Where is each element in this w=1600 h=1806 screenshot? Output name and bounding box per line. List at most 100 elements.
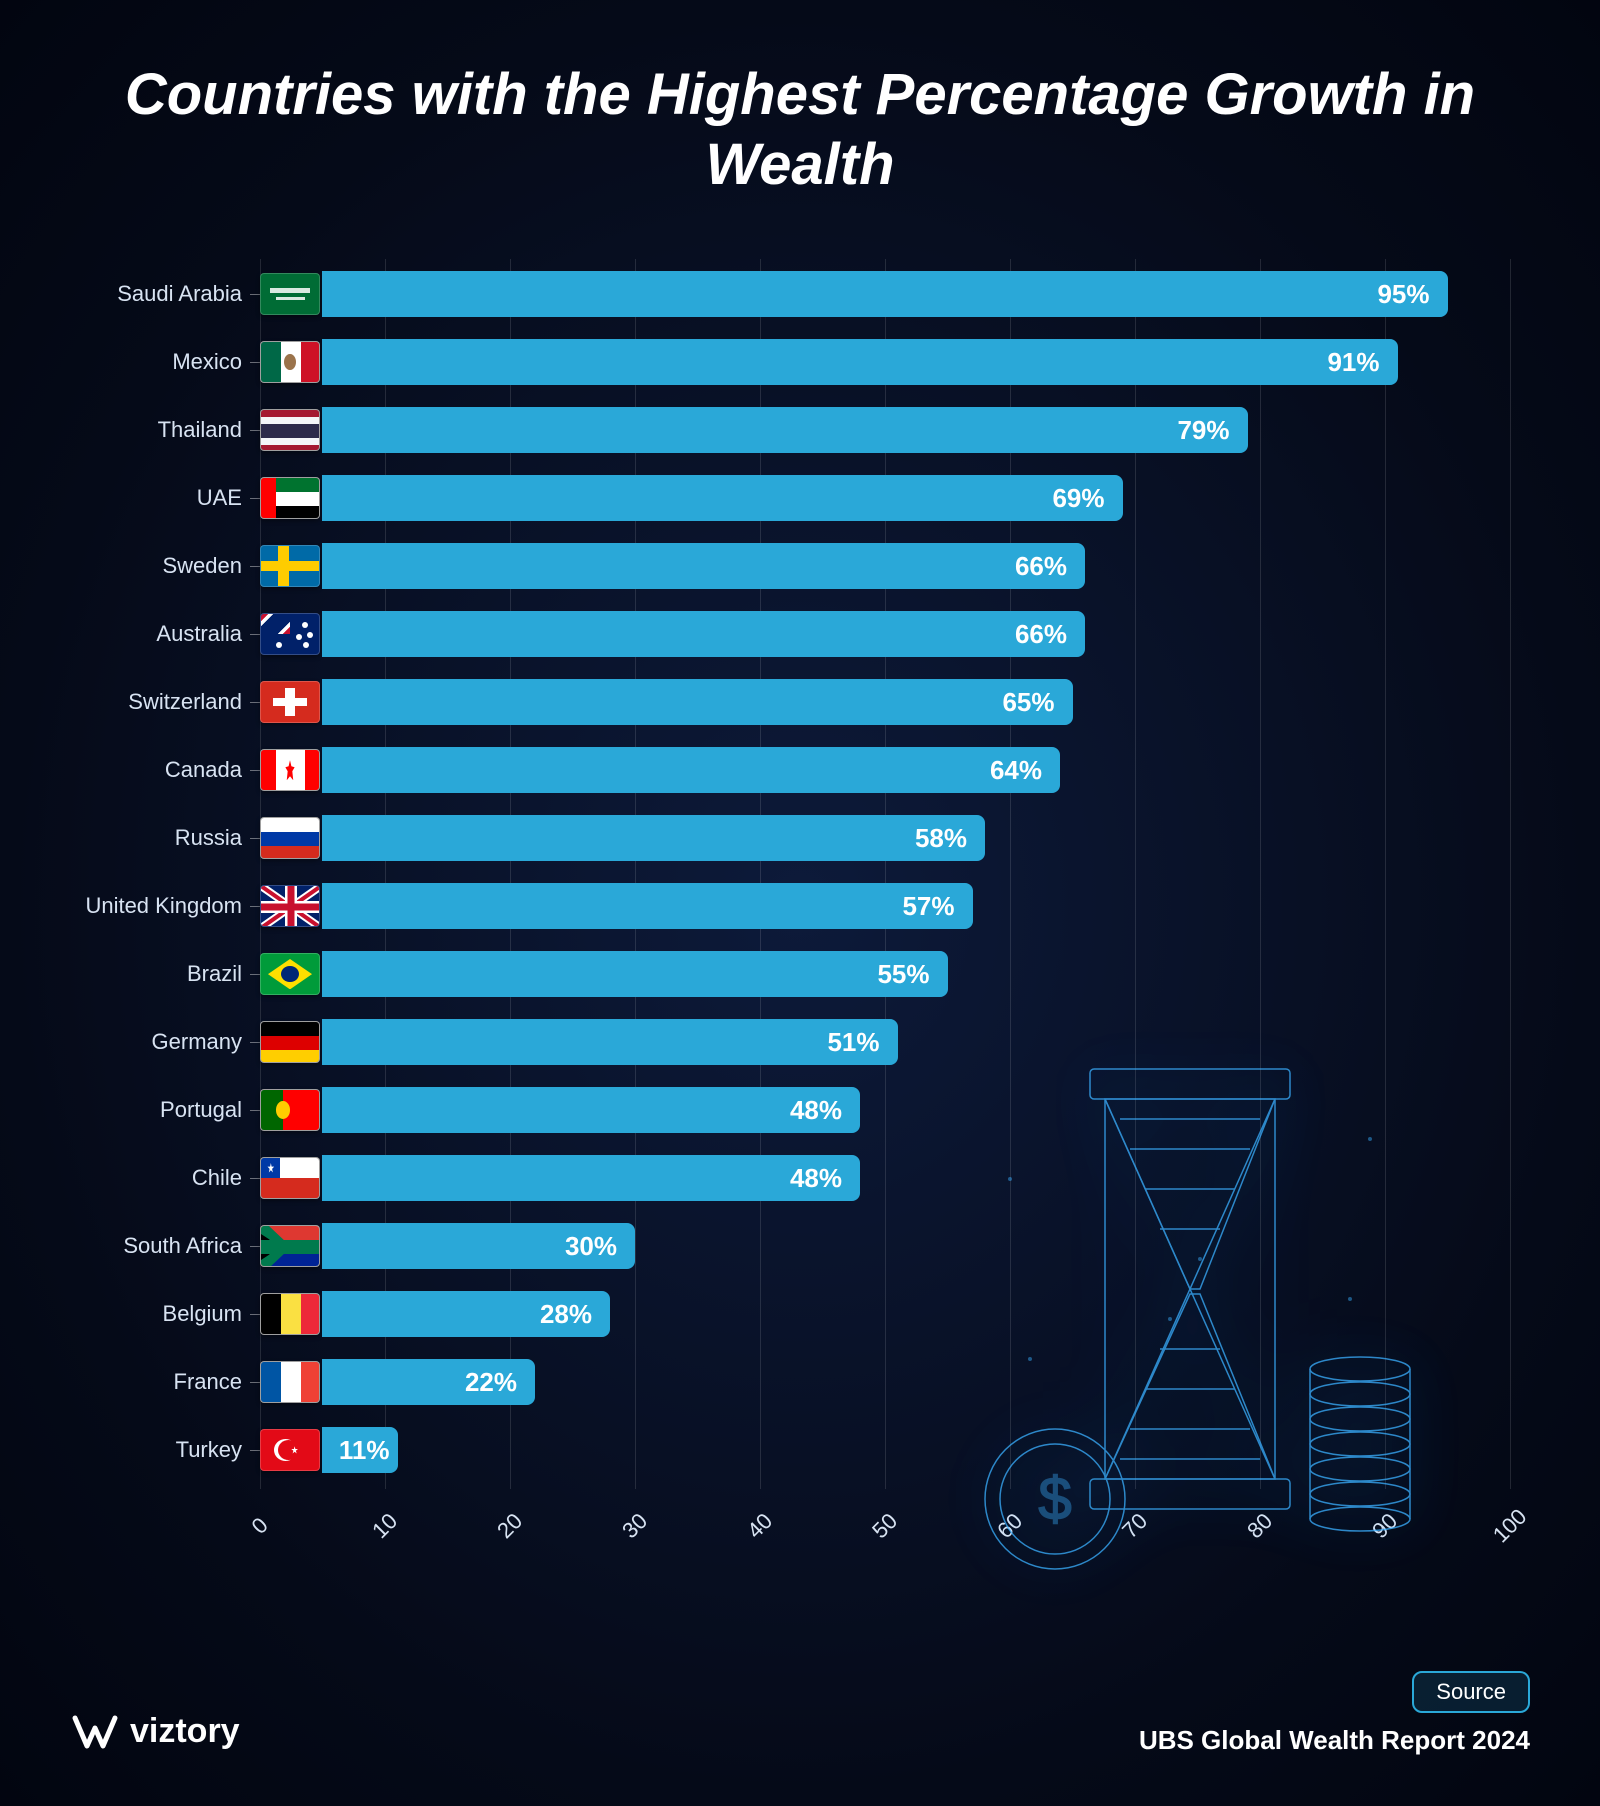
ytick-dash	[250, 1042, 260, 1043]
flag-icon	[260, 1429, 320, 1471]
flag-icon	[260, 477, 320, 519]
bar: 66%	[322, 611, 1085, 657]
flag-icon	[260, 613, 320, 655]
ytick-dash	[250, 294, 260, 295]
ytick-dash	[250, 498, 260, 499]
bar: 58%	[322, 815, 985, 861]
bar-row: South Africa30%	[260, 1223, 1510, 1269]
ytick-dash	[250, 362, 260, 363]
xtick-label: 50	[867, 1508, 903, 1544]
brand-name: viztory	[130, 1712, 240, 1751]
bar-row: Thailand79%	[260, 407, 1510, 453]
footer: viztory Source UBS Global Wealth Report …	[70, 1671, 1530, 1756]
ytick-label: Switzerland	[57, 689, 242, 715]
bar-row: Portugal48%	[260, 1087, 1510, 1133]
bar: 66%	[322, 543, 1085, 589]
ytick-label: Belgium	[57, 1301, 242, 1327]
ytick-dash	[250, 1450, 260, 1451]
flag-icon	[260, 885, 320, 927]
bar-row: Turkey11%	[260, 1427, 1510, 1473]
flag-icon	[260, 953, 320, 995]
xtick-label: 30	[617, 1508, 653, 1544]
bar-row: Chile48%	[260, 1155, 1510, 1201]
bar: 11%	[322, 1427, 398, 1473]
ytick-dash	[250, 634, 260, 635]
xtick-label: 100	[1488, 1504, 1532, 1548]
ytick-dash	[250, 770, 260, 771]
bar: 22%	[322, 1359, 535, 1405]
bar: 51%	[322, 1019, 898, 1065]
bar: 30%	[322, 1223, 635, 1269]
ytick-dash	[250, 906, 260, 907]
ytick-dash	[250, 430, 260, 431]
xtick-label: 10	[367, 1508, 403, 1544]
flag-icon	[260, 341, 320, 383]
xtick-label: 80	[1242, 1508, 1278, 1544]
ytick-dash	[250, 702, 260, 703]
bar: 28%	[322, 1291, 610, 1337]
viztory-logo-icon	[70, 1706, 120, 1756]
source-button[interactable]: Source	[1412, 1671, 1530, 1713]
flag-icon	[260, 681, 320, 723]
ytick-dash	[250, 1382, 260, 1383]
ytick-dash	[250, 1178, 260, 1179]
bar: 69%	[322, 475, 1123, 521]
flag-icon	[260, 1361, 320, 1403]
xtick-label: 40	[742, 1508, 778, 1544]
xtick-label: 0	[246, 1513, 273, 1540]
ytick-label: Sweden	[57, 553, 242, 579]
xtick-label: 90	[1367, 1508, 1403, 1544]
ytick-label: Saudi Arabia	[57, 281, 242, 307]
ytick-label: Chile	[57, 1165, 242, 1191]
source-block: Source UBS Global Wealth Report 2024	[1139, 1671, 1530, 1756]
ytick-dash	[250, 1314, 260, 1315]
ytick-dash	[250, 838, 260, 839]
bar-row: Mexico91%	[260, 339, 1510, 385]
ytick-label: South Africa	[57, 1233, 242, 1259]
bar-row: Belgium28%	[260, 1291, 1510, 1337]
ytick-label: Portugal	[57, 1097, 242, 1123]
ytick-dash	[250, 566, 260, 567]
flag-icon	[260, 545, 320, 587]
bar-row: Russia58%	[260, 815, 1510, 861]
bar: 65%	[322, 679, 1073, 725]
flag-icon	[260, 817, 320, 859]
flag-icon	[260, 1021, 320, 1063]
bar-row: Saudi Arabia95%	[260, 271, 1510, 317]
gridline	[1510, 259, 1511, 1489]
flag-icon	[260, 273, 320, 315]
ytick-label: Brazil	[57, 961, 242, 987]
chart-title: Countries with the Highest Percentage Gr…	[0, 0, 1600, 239]
bar-row: Canada64%	[260, 747, 1510, 793]
xtick-label: 20	[492, 1508, 528, 1544]
ytick-label: Russia	[57, 825, 242, 851]
ytick-label: United Kingdom	[57, 893, 242, 919]
flag-icon	[260, 409, 320, 451]
ytick-dash	[250, 1246, 260, 1247]
ytick-label: Thailand	[57, 417, 242, 443]
bar-row: France22%	[260, 1359, 1510, 1405]
ytick-dash	[250, 974, 260, 975]
bar: 48%	[322, 1155, 860, 1201]
flag-icon	[260, 1225, 320, 1267]
ytick-dash	[250, 1110, 260, 1111]
chart-area: 0102030405060708090100Saudi Arabia95%Mex…	[60, 259, 1540, 1579]
bar: 64%	[322, 747, 1060, 793]
bar: 95%	[322, 271, 1448, 317]
flag-icon	[260, 749, 320, 791]
bar: 57%	[322, 883, 973, 929]
ytick-label: Germany	[57, 1029, 242, 1055]
ytick-label: Australia	[57, 621, 242, 647]
flag-icon	[260, 1089, 320, 1131]
brand-logo: viztory	[70, 1706, 240, 1756]
flag-icon	[260, 1293, 320, 1335]
bar-row: Sweden66%	[260, 543, 1510, 589]
plot-area: 0102030405060708090100Saudi Arabia95%Mex…	[260, 259, 1510, 1489]
bar-row: Australia66%	[260, 611, 1510, 657]
xtick-label: 60	[992, 1508, 1028, 1544]
bar-row: Germany51%	[260, 1019, 1510, 1065]
ytick-label: Turkey	[57, 1437, 242, 1463]
bar-row: Switzerland65%	[260, 679, 1510, 725]
bar: 79%	[322, 407, 1248, 453]
bar: 48%	[322, 1087, 860, 1133]
